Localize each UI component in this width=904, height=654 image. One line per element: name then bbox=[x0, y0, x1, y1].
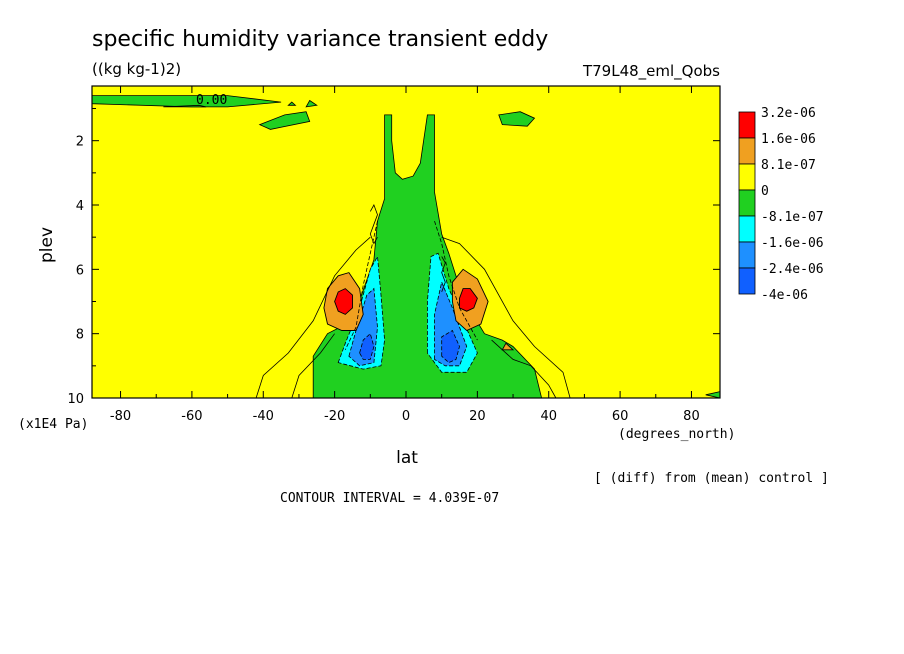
x-tick-label: 20 bbox=[469, 409, 486, 424]
x-tick-label: -80 bbox=[110, 409, 131, 424]
x-tick-label: -40 bbox=[253, 409, 274, 424]
green-blob-left bbox=[258, 111, 311, 130]
contour-dashed-north bbox=[434, 220, 478, 341]
contour-label: 0.00 bbox=[196, 93, 227, 108]
experiment-name: T79L48_eml_Qobs bbox=[582, 62, 720, 81]
legend-swatch bbox=[738, 111, 756, 139]
legend-label: 8.1e-07 bbox=[761, 158, 816, 173]
legend-swatch bbox=[738, 189, 756, 217]
contour-interval: CONTOUR INTERVAL = 4.039E-07 bbox=[280, 491, 499, 506]
y-axis-label: plev bbox=[37, 227, 57, 263]
legend-label: -1.6e-06 bbox=[761, 236, 824, 251]
x-tick-label: 40 bbox=[540, 409, 557, 424]
legend-label: 1.6e-06 bbox=[761, 132, 816, 147]
x-tick-label: -20 bbox=[324, 409, 345, 424]
chart-title: specific humidity variance transient edd… bbox=[92, 27, 548, 52]
x-tick-label: 60 bbox=[612, 409, 629, 424]
legend-label: 3.2e-06 bbox=[761, 106, 816, 121]
red-core-south bbox=[334, 288, 353, 315]
green-dot-1 bbox=[287, 101, 297, 106]
x-tick-label: -60 bbox=[181, 409, 202, 424]
chart-units: ((kg kg-1)2) bbox=[92, 60, 181, 78]
legend-label: 0 bbox=[761, 184, 769, 199]
legend-swatch bbox=[738, 241, 756, 269]
red-core-north bbox=[459, 288, 478, 312]
x-tick-label: 0 bbox=[402, 409, 410, 424]
blue-core-north bbox=[441, 329, 460, 364]
contour-line-north-outer bbox=[441, 236, 571, 399]
x-tick-label: 80 bbox=[683, 409, 700, 424]
contour-loops-north bbox=[441, 256, 446, 293]
diff-note: [ (diff) from (mean) control ] bbox=[594, 471, 829, 486]
x-axis: -80 -60 -40 -20 0 20 40 60 80 bbox=[110, 86, 700, 424]
y-tick-label: 6 bbox=[76, 263, 84, 278]
contour-line-south-outer bbox=[255, 236, 371, 399]
plot-area bbox=[91, 85, 721, 399]
contour-line-north-inner bbox=[491, 339, 557, 399]
legend-swatch bbox=[738, 163, 756, 191]
legend-swatch bbox=[738, 267, 756, 295]
legend-label: -4e-06 bbox=[761, 288, 808, 303]
color-legend: 3.2e-06 1.6e-06 8.1e-07 0 -8.1e-07 -1.6e-06 -2… bbox=[738, 106, 824, 303]
y-tick-label: 10 bbox=[67, 392, 84, 407]
contour-loops-south bbox=[369, 204, 378, 245]
legend-swatch bbox=[738, 137, 756, 165]
contour-dashed-south bbox=[344, 221, 378, 350]
legend-label: -2.4e-06 bbox=[761, 262, 824, 277]
y-tick-label: 2 bbox=[76, 135, 84, 150]
y-axis: 2 4 6 8 10 bbox=[67, 108, 720, 407]
legend-swatch bbox=[738, 215, 756, 243]
legend-label: -8.1e-07 bbox=[761, 210, 824, 225]
y-axis-units: (x1E4 Pa) bbox=[18, 417, 88, 432]
green-top-band-2 bbox=[163, 104, 207, 108]
green-blob-right bbox=[498, 111, 536, 127]
x-axis-label: lat bbox=[396, 448, 418, 468]
blue-core-south bbox=[359, 332, 375, 360]
green-dot-2 bbox=[305, 99, 318, 108]
contour-fill-layer bbox=[91, 95, 721, 399]
y-tick-label: 8 bbox=[76, 328, 84, 343]
y-tick-label: 4 bbox=[76, 199, 84, 214]
contour-line-layer bbox=[255, 204, 571, 399]
contour-line-south-inner bbox=[291, 333, 335, 399]
orange-dot-north bbox=[501, 342, 515, 351]
x-axis-units: (degrees_north) bbox=[618, 427, 735, 442]
